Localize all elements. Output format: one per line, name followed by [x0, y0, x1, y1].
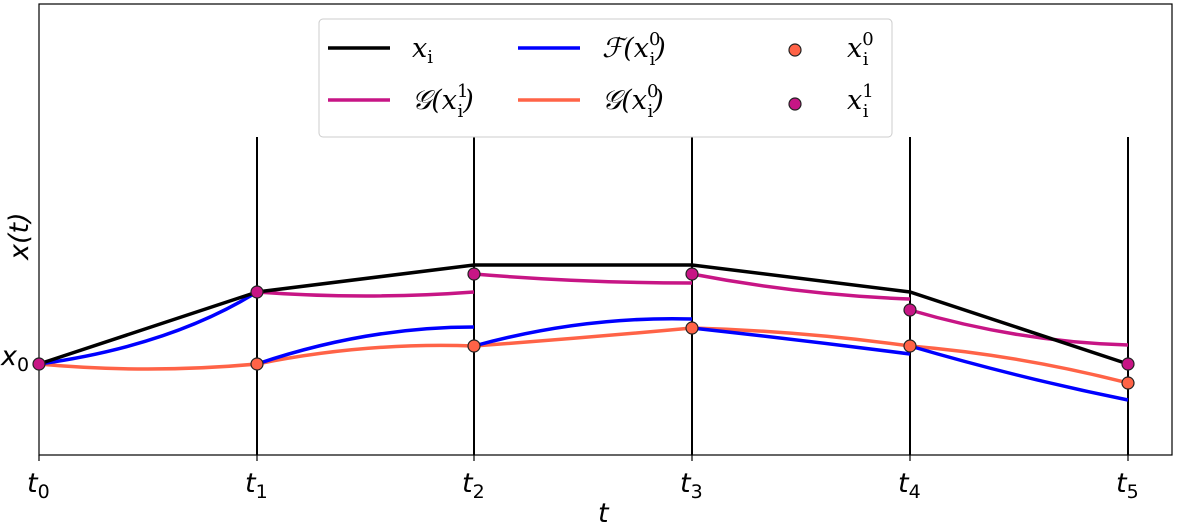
marker-x1-t0	[32, 357, 46, 371]
marker-x1-t3	[685, 267, 699, 281]
legend-box	[318, 18, 893, 138]
x-axis-label: t	[598, 498, 610, 527]
legend-label-f-x0: ℱ(x0 i)	[602, 29, 666, 70]
series-g-x1	[256, 272, 1129, 347]
legend-marker-x1	[788, 97, 802, 111]
xtick-label-t4: t4	[898, 468, 921, 503]
legend-label-g-x0: 𝒢(x0 i)	[602, 81, 664, 122]
markers-x0	[250, 321, 1135, 390]
legend-label-g-x1: 𝒢(x1 i)	[412, 81, 474, 122]
marker-x1-t2	[467, 267, 481, 281]
legend: xi 𝒢(x1 i) ℱ(x0 i) 𝒢(x0 i) x0 i x1 i	[318, 18, 893, 138]
plot-area-frame	[38, 3, 1173, 456]
markers-x1	[32, 267, 1135, 371]
marker-x0-t2	[467, 339, 481, 353]
xtick-label-t5: t5	[1116, 468, 1139, 503]
xtick-label-t0: t0	[27, 468, 50, 503]
series-f-x0	[38, 290, 1129, 402]
time-gridlines	[256, 137, 1129, 455]
xtick-label-t2: t2	[462, 468, 485, 503]
ytick-label-x0: x0	[0, 341, 29, 376]
marker-x1-t5	[1121, 357, 1135, 371]
legend-marker-x0	[788, 43, 802, 57]
marker-x0-t4	[903, 339, 917, 353]
x-ticks	[38, 455, 1129, 461]
series-g-x0	[38, 326, 1129, 385]
xtick-label-t3: t3	[680, 468, 703, 503]
marker-x1-t4	[903, 303, 917, 317]
marker-x0-t1	[250, 357, 264, 371]
series-xi	[38, 263, 1129, 366]
legend-label-x0: x0 i	[847, 29, 874, 70]
legend-label-x1: x1 i	[847, 81, 874, 122]
y-axis-label: x(t)	[4, 212, 35, 261]
marker-x0-t3	[685, 321, 699, 335]
xtick-label-t1: t1	[245, 468, 268, 503]
marker-x1-t1	[250, 285, 264, 299]
legend-label-xi: xi	[412, 33, 433, 68]
marker-x0-t5	[1121, 376, 1135, 390]
